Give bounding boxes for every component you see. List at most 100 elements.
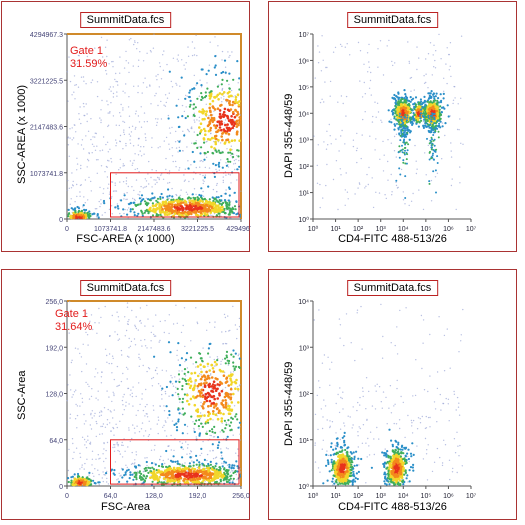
event-dot [378,192,381,194]
event-dot [170,449,172,451]
event-dot [132,162,134,164]
event-dot [181,104,184,107]
event-dot [200,197,203,200]
event-dot [210,478,214,481]
event-dot [436,172,439,174]
event-dot [231,152,234,155]
event-dot [388,39,390,42]
event-dot [327,454,330,457]
event-dot [195,436,197,438]
event-dot [152,476,155,480]
event-dot [453,390,455,393]
event-dot [76,472,80,476]
event-dot [436,117,439,120]
event-dot [72,483,76,487]
event-dot [157,73,159,76]
event-dot [178,380,181,384]
event-dot [356,161,358,164]
event-dot [140,126,143,128]
event-dot [171,394,174,397]
event-dot [84,215,88,218]
event-dot [189,484,192,486]
event-dot [220,389,224,393]
event-dot [131,208,134,211]
event-dot [206,362,210,366]
event-dot [221,399,225,402]
event-dot [237,390,239,392]
event-dot [142,409,145,412]
event-dot [171,155,174,157]
event-dot [155,314,157,316]
event-dot [199,390,202,394]
event-dot [144,133,146,135]
event-dot [156,181,158,184]
event-dot [210,373,212,375]
event-dot [235,133,239,136]
event-dot [125,50,127,53]
event-dot [228,187,231,190]
event-dot [187,371,190,374]
event-dot [161,473,164,477]
event-dot [190,415,193,418]
event-dot [162,426,164,428]
event-dot [171,187,173,190]
event-dot [434,59,436,62]
event-dot [170,200,173,204]
event-dot [194,106,197,109]
event-dot [345,115,347,117]
event-dot [216,182,218,185]
event-dot [368,66,371,69]
event-dot [212,450,214,452]
event-dot [178,378,181,380]
gate-percent: 31.59% [70,58,108,70]
event-dot [458,351,460,353]
event-dot [232,355,235,358]
event-dot [132,386,134,388]
event-dot [116,365,119,368]
event-dot [453,393,456,395]
event-dot [408,60,410,63]
event-dot [122,107,124,109]
event-dot [407,481,409,483]
event-dot [177,213,181,216]
event-dot [220,482,222,484]
event-dot [221,101,223,103]
event-dot [227,364,230,366]
event-dot [74,124,76,126]
event-dot [95,435,98,438]
event-dot [108,208,111,211]
event-dot [192,103,196,106]
event-dot [234,95,238,99]
event-dot [195,366,197,368]
event-dot [77,474,80,477]
event-dot [224,316,227,319]
event-dot [229,379,233,382]
event-dot [91,472,94,475]
event-dot [90,395,93,398]
event-dot [173,468,176,471]
event-dot [373,453,375,456]
event-dot [112,472,115,475]
event-dot [408,62,411,64]
event-dot [232,479,234,482]
event-dot [199,363,202,367]
event-dot [209,342,212,345]
event-dot [202,365,206,368]
event-dot [459,166,461,168]
event-dot [134,40,136,42]
event-dot [225,356,229,359]
event-dot [436,387,439,390]
event-dot [212,394,216,398]
event-dot [395,179,398,182]
event-dot [218,126,222,129]
event-dot [88,385,90,388]
event-dot [214,36,216,38]
event-dot [434,122,437,125]
event-dot [435,105,438,108]
event-dot [453,85,455,88]
event-dot [166,208,169,211]
event-dot [199,412,202,414]
event-dot [326,163,328,166]
event-dot [100,425,102,428]
event-dot [424,112,428,115]
